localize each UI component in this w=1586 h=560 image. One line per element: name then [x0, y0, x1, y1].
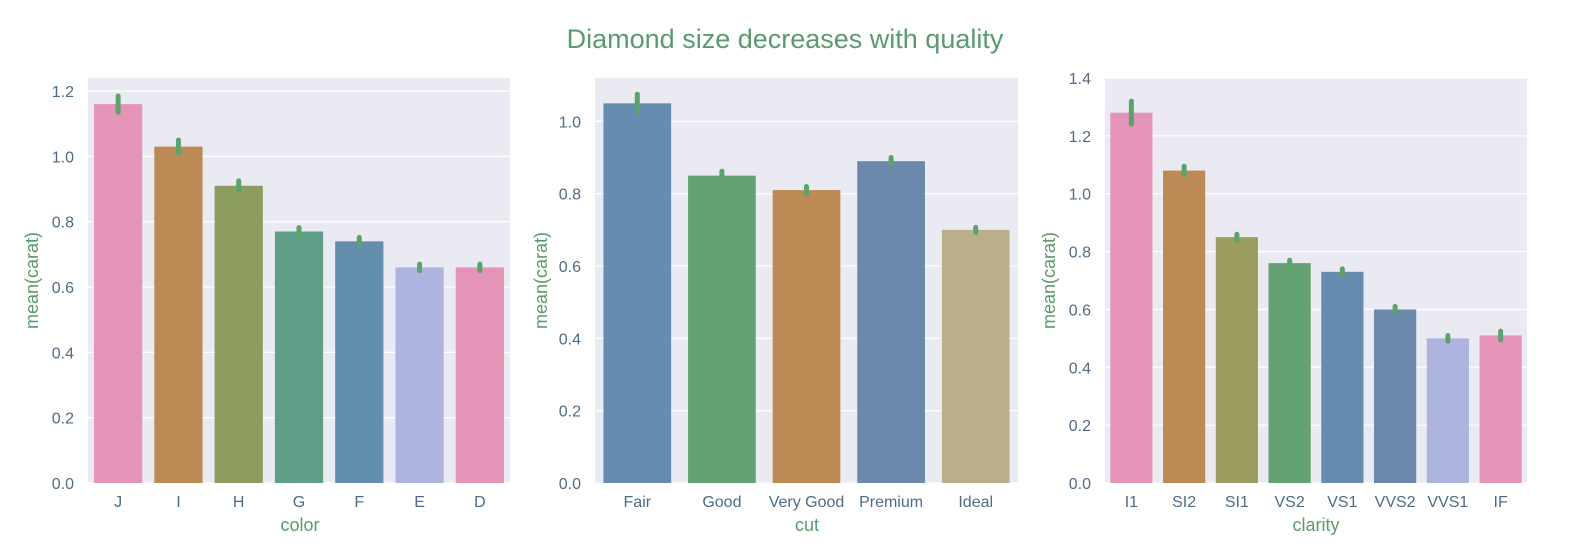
- figure-title: Diamond size decreases with quality: [567, 24, 1004, 54]
- bar-I: [154, 146, 203, 483]
- x-tick-label: SI2: [1172, 494, 1196, 511]
- y-axis-label: mean(carat): [531, 232, 551, 329]
- y-axis-label: mean(carat): [22, 232, 42, 329]
- x-tick-label: Premium: [859, 494, 923, 511]
- y-tick-label: 1.2: [1069, 129, 1091, 146]
- y-tick-label: 0.6: [1069, 302, 1091, 319]
- x-axis-label: color: [280, 515, 319, 535]
- x-tick-label: IF: [1494, 494, 1508, 511]
- y-axis-label: mean(carat): [1039, 232, 1059, 329]
- y-tick-label: 0.8: [52, 215, 74, 232]
- x-tick-label: VVS1: [1427, 494, 1468, 511]
- y-tick-label: 0.4: [1069, 360, 1091, 377]
- subplot-cut: 0.0 0.2 0.4 0.6 0.8 1.0 Fair Good Very Good Premi…: [531, 78, 1018, 535]
- bar-E: [395, 267, 444, 483]
- bar-IF: [1479, 335, 1522, 483]
- y-tick-label: 1.0: [52, 149, 74, 166]
- x-tick-label: SI1: [1225, 494, 1249, 511]
- bar-J: [94, 104, 143, 484]
- bar-VVS2: [1374, 309, 1417, 483]
- bar-G: [274, 231, 324, 483]
- y-tick-label: 0.6: [52, 280, 74, 297]
- x-tick-label: Fair: [624, 494, 652, 511]
- bar-Good: [688, 175, 756, 484]
- y-tick-label: 1.0: [1069, 187, 1091, 204]
- x-axis-label: clarity: [1292, 515, 1339, 535]
- bar-Very Good: [772, 190, 841, 484]
- y-tick-label: 0.4: [52, 345, 74, 362]
- x-tick-label: F: [354, 494, 364, 511]
- bar-VS2: [1268, 263, 1311, 483]
- x-tick-label: VS1: [1327, 494, 1357, 511]
- bar-SI2: [1163, 170, 1206, 484]
- x-tick-label: J: [114, 494, 122, 511]
- x-tick-label: E: [414, 494, 425, 511]
- x-tick-label: Ideal: [958, 494, 993, 511]
- bar-I1: [1110, 112, 1153, 483]
- subplot-clarity: 0.0 0.2 0.4 0.6 0.8 1.0 1.2 1.4 I1 SI2 SI1 VS2 VS1 VV…: [1039, 71, 1527, 535]
- x-tick-label: D: [474, 494, 486, 511]
- x-tick-label: Good: [702, 494, 741, 511]
- y-tick-label: 0.2: [559, 404, 581, 421]
- y-tick-label: 0.0: [1069, 476, 1091, 493]
- y-tick-label: 0.2: [1069, 418, 1091, 435]
- bar-VVS1: [1426, 338, 1469, 483]
- y-tick-label: 0.2: [52, 411, 74, 428]
- y-tick-label: 0.0: [559, 476, 581, 493]
- x-tick-label: I1: [1125, 494, 1138, 511]
- x-tick-label: VVS2: [1375, 494, 1416, 511]
- bar-Fair: [603, 103, 672, 483]
- bar-D: [455, 267, 504, 483]
- bar-VS1: [1321, 271, 1364, 483]
- bar-SI1: [1215, 237, 1258, 483]
- y-tick-label: 0.8: [1069, 245, 1091, 262]
- x-tick-label: I: [176, 494, 180, 511]
- x-tick-label: H: [233, 494, 245, 511]
- bar-Ideal: [941, 229, 1010, 483]
- x-axis-label: cut: [795, 515, 819, 535]
- y-tick-label: 0.0: [52, 476, 74, 493]
- y-tick-label: 1.0: [559, 114, 581, 131]
- bar-F: [335, 241, 384, 483]
- bar-H: [214, 185, 263, 483]
- y-tick-label: 1.2: [52, 84, 74, 101]
- y-tick-label: 1.4: [1069, 71, 1091, 88]
- bar-Premium: [857, 161, 925, 483]
- x-tick-label: Very Good: [769, 494, 845, 511]
- y-tick-label: 0.8: [559, 187, 581, 204]
- x-tick-label: G: [293, 494, 305, 511]
- y-tick-label: 0.4: [559, 331, 581, 348]
- x-tick-label: VS2: [1275, 494, 1305, 511]
- y-tick-label: 0.6: [559, 259, 581, 276]
